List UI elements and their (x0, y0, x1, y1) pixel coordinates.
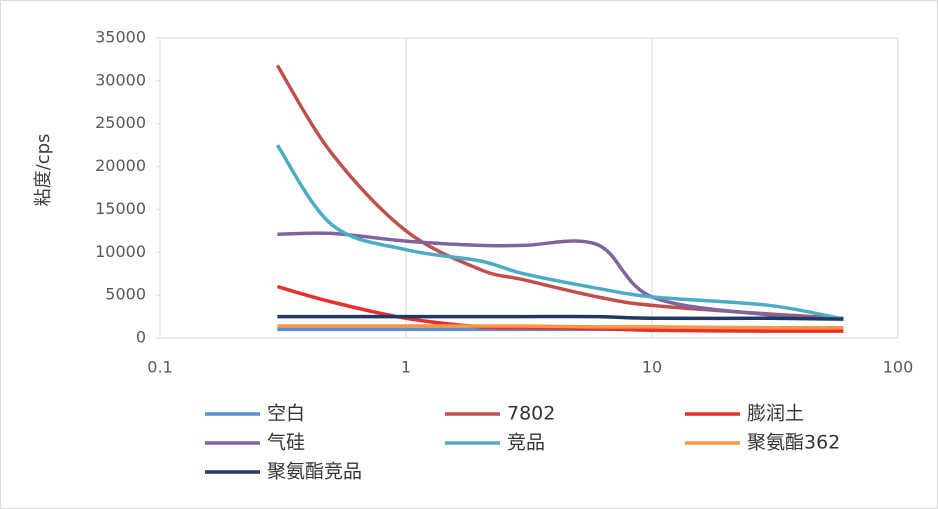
y-tick-label: 25000 (95, 113, 146, 132)
legend-label: 7802 (507, 403, 555, 425)
x-tick-label: 0.1 (147, 358, 172, 377)
series-line (277, 314, 844, 321)
legend-label: 气硅 (267, 432, 305, 454)
y-axis-label: 粘度/cps (33, 134, 54, 207)
x-tick-label: 100 (883, 358, 914, 377)
y-tick-label: 15000 (95, 199, 146, 218)
legend-label: 空白 (267, 403, 305, 425)
x-tick-label: 10 (642, 358, 662, 377)
series-line (275, 144, 844, 321)
y-tick-label: 5000 (105, 285, 146, 304)
x-tick-label: 1 (401, 358, 411, 377)
legend-label: 聚氨酯362 (747, 432, 840, 454)
series-line (277, 231, 844, 321)
y-tick-label: 30000 (95, 70, 146, 89)
y-tick-label: 0 (136, 328, 146, 347)
y-tick-label: 10000 (95, 242, 146, 261)
legend-label: 聚氨酯竞品 (267, 461, 362, 483)
series-line (277, 324, 844, 330)
legend-label: 膨润土 (747, 403, 804, 425)
y-tick-label: 20000 (95, 156, 146, 175)
y-tick-label: 35000 (95, 28, 146, 47)
legend-label: 竞品 (507, 432, 545, 454)
